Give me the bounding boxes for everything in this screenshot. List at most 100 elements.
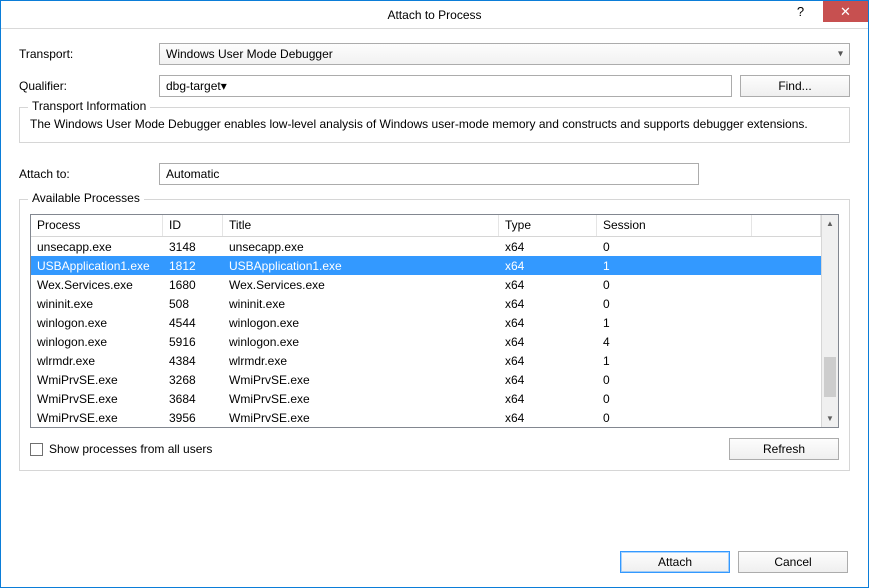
cell: 0 bbox=[597, 373, 752, 387]
dialog-buttons: Attach Cancel bbox=[19, 551, 850, 573]
refresh-button[interactable]: Refresh bbox=[729, 438, 839, 460]
transport-info-title: Transport Information bbox=[28, 99, 150, 113]
col-id[interactable]: ID bbox=[163, 215, 223, 236]
help-icon: ? bbox=[797, 4, 804, 19]
cell: 3684 bbox=[163, 392, 223, 406]
cell: winlogon.exe bbox=[223, 316, 499, 330]
chevron-down-icon: ▾ bbox=[838, 49, 843, 60]
cell: 1 bbox=[597, 354, 752, 368]
qualifier-select[interactable]: dbg-target ▾ bbox=[159, 75, 732, 97]
table-row[interactable]: WmiPrvSE.exe3268WmiPrvSE.exex640 bbox=[31, 370, 821, 389]
col-pad bbox=[752, 215, 821, 236]
col-session[interactable]: Session bbox=[597, 215, 752, 236]
cell: 1812 bbox=[163, 259, 223, 273]
cell: x64 bbox=[499, 240, 597, 254]
table-row[interactable]: Wex.Services.exe1680Wex.Services.exex640 bbox=[31, 275, 821, 294]
process-table: Process ID Title Type Session unsecapp.e… bbox=[30, 214, 839, 428]
attach-to-label: Attach to: bbox=[19, 167, 159, 181]
cell: 508 bbox=[163, 297, 223, 311]
cell: x64 bbox=[499, 392, 597, 406]
cell: WmiPrvSE.exe bbox=[223, 411, 499, 425]
table-header: Process ID Title Type Session bbox=[31, 215, 821, 237]
cell: WmiPrvSE.exe bbox=[223, 392, 499, 406]
cell: x64 bbox=[499, 316, 597, 330]
cell: 0 bbox=[597, 297, 752, 311]
cell: 3148 bbox=[163, 240, 223, 254]
cell: winlogon.exe bbox=[31, 316, 163, 330]
cell: USBApplication1.exe bbox=[31, 259, 163, 273]
attach-button[interactable]: Attach bbox=[620, 551, 730, 573]
cell: wlrmdr.exe bbox=[223, 354, 499, 368]
process-table-body: Process ID Title Type Session unsecapp.e… bbox=[31, 215, 821, 427]
cell: 1 bbox=[597, 259, 752, 273]
transport-value: Windows User Mode Debugger bbox=[166, 47, 333, 61]
cell: 0 bbox=[597, 278, 752, 292]
cell: x64 bbox=[499, 335, 597, 349]
cell: x64 bbox=[499, 297, 597, 311]
chevron-down-icon: ▾ bbox=[221, 79, 227, 93]
table-row[interactable]: unsecapp.exe3148unsecapp.exex640 bbox=[31, 237, 821, 256]
cell: 4544 bbox=[163, 316, 223, 330]
cell: x64 bbox=[499, 411, 597, 425]
titlebar: Attach to Process ? ✕ bbox=[1, 1, 868, 29]
transport-select[interactable]: Windows User Mode Debugger ▾ bbox=[159, 43, 850, 65]
col-title[interactable]: Title bbox=[223, 215, 499, 236]
cell: winlogon.exe bbox=[223, 335, 499, 349]
qualifier-label: Qualifier: bbox=[19, 79, 159, 93]
table-row[interactable]: WmiPrvSE.exe3684WmiPrvSE.exex640 bbox=[31, 389, 821, 408]
qualifier-value: dbg-target bbox=[166, 79, 221, 93]
table-row[interactable]: WmiPrvSE.exe3956WmiPrvSE.exex640 bbox=[31, 408, 821, 427]
cell: wininit.exe bbox=[223, 297, 499, 311]
scroll-down-arrow[interactable]: ▼ bbox=[822, 410, 838, 427]
transport-info-group: Transport Information The Windows User M… bbox=[19, 107, 850, 143]
cell: 3956 bbox=[163, 411, 223, 425]
cell: USBApplication1.exe bbox=[223, 259, 499, 273]
transport-label: Transport: bbox=[19, 47, 159, 61]
window-title: Attach to Process bbox=[1, 8, 868, 22]
scroll-up-arrow[interactable]: ▲ bbox=[822, 215, 838, 232]
cell: 0 bbox=[597, 240, 752, 254]
find-button[interactable]: Find... bbox=[740, 75, 850, 97]
show-all-users-label: Show processes from all users bbox=[49, 442, 212, 456]
cell: unsecapp.exe bbox=[223, 240, 499, 254]
scroll-thumb[interactable] bbox=[824, 357, 836, 397]
cell: Wex.Services.exe bbox=[223, 278, 499, 292]
cell: 0 bbox=[597, 411, 752, 425]
cell: WmiPrvSE.exe bbox=[31, 411, 163, 425]
cell: 3268 bbox=[163, 373, 223, 387]
cell: Wex.Services.exe bbox=[31, 278, 163, 292]
cancel-button[interactable]: Cancel bbox=[738, 551, 848, 573]
process-footer-row: Show processes from all users Refresh bbox=[30, 438, 839, 460]
close-button[interactable]: ✕ bbox=[823, 1, 868, 22]
cell: 4 bbox=[597, 335, 752, 349]
cell: x64 bbox=[499, 278, 597, 292]
attach-to-row: Attach to: Automatic bbox=[19, 163, 850, 185]
help-button[interactable]: ? bbox=[778, 1, 823, 22]
table-row[interactable]: winlogon.exe5916winlogon.exex644 bbox=[31, 332, 821, 351]
close-icon: ✕ bbox=[840, 4, 851, 20]
qualifier-row: Qualifier: dbg-target ▾ Find... bbox=[19, 75, 850, 97]
transport-row: Transport: Windows User Mode Debugger ▾ bbox=[19, 43, 850, 65]
cell: x64 bbox=[499, 354, 597, 368]
cell: 1 bbox=[597, 316, 752, 330]
attach-to-field[interactable]: Automatic bbox=[159, 163, 699, 185]
table-row[interactable]: winlogon.exe4544winlogon.exex641 bbox=[31, 313, 821, 332]
attach-to-value: Automatic bbox=[166, 167, 219, 181]
cell: winlogon.exe bbox=[31, 335, 163, 349]
cell: WmiPrvSE.exe bbox=[31, 373, 163, 387]
table-row[interactable]: wininit.exe508wininit.exex640 bbox=[31, 294, 821, 313]
cell: wlrmdr.exe bbox=[31, 354, 163, 368]
cell: x64 bbox=[499, 259, 597, 273]
cell: WmiPrvSE.exe bbox=[223, 373, 499, 387]
table-rows: unsecapp.exe3148unsecapp.exex640USBAppli… bbox=[31, 237, 821, 427]
table-row[interactable]: USBApplication1.exe1812USBApplication1.e… bbox=[31, 256, 821, 275]
transport-info-text: The Windows User Mode Debugger enables l… bbox=[30, 116, 839, 132]
table-row[interactable]: wlrmdr.exe4384wlrmdr.exex641 bbox=[31, 351, 821, 370]
col-type[interactable]: Type bbox=[499, 215, 597, 236]
cell: wininit.exe bbox=[31, 297, 163, 311]
cell: 4384 bbox=[163, 354, 223, 368]
col-process[interactable]: Process bbox=[31, 215, 163, 236]
available-processes-group: Available Processes Process ID Title Typ… bbox=[19, 199, 850, 471]
show-all-users-checkbox[interactable] bbox=[30, 443, 43, 456]
vertical-scrollbar[interactable]: ▲ ▼ bbox=[821, 215, 838, 427]
